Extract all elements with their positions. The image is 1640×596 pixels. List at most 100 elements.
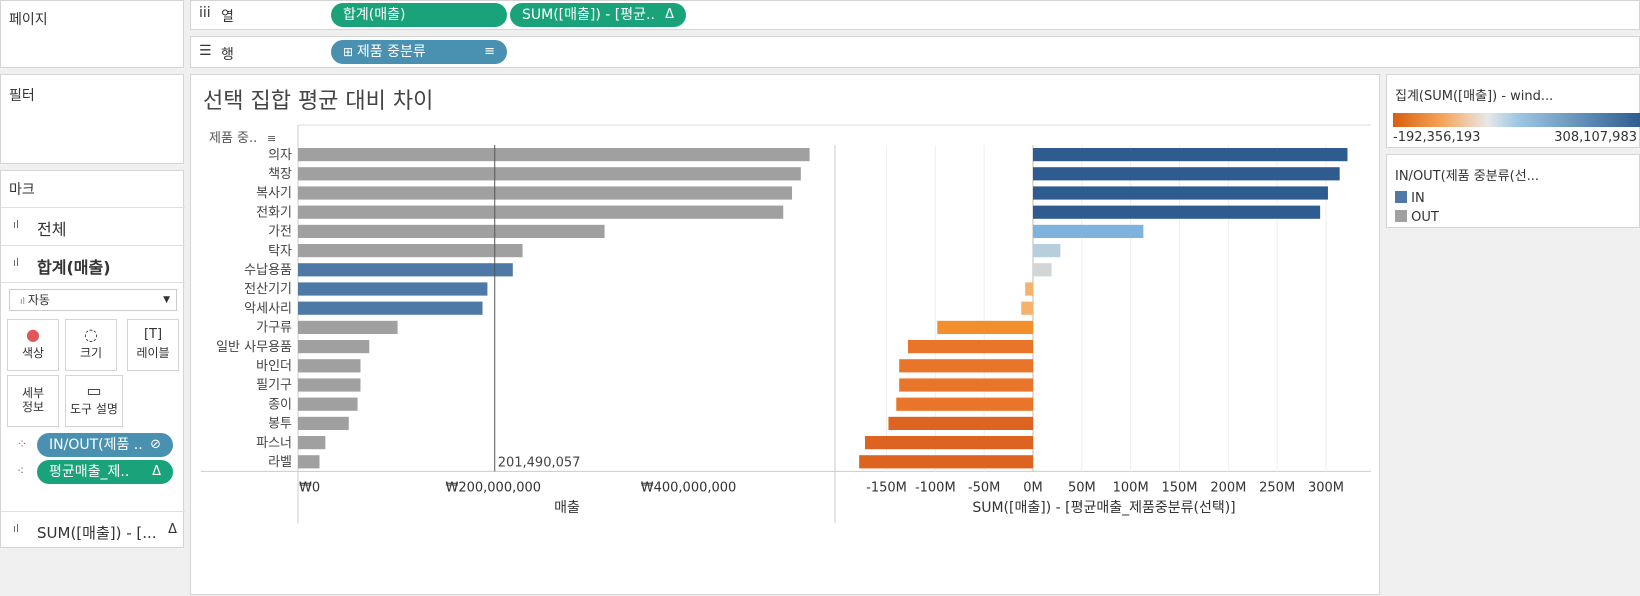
legend-label-out: OUT <box>1411 210 1439 225</box>
diff-bar <box>1033 244 1061 258</box>
legend-swatch-out <box>1395 210 1407 222</box>
category-label: 악세사리 <box>244 301 292 316</box>
color-legend-title: 집계(SUM([매출]) - wind... <box>1395 89 1554 104</box>
diff-bar <box>899 359 1033 373</box>
legend-item-in[interactable]: IN <box>1395 191 1425 206</box>
set-link-icon: ⊘ <box>150 437 161 452</box>
col-pill-sum-sales-label: 합계(매출) <box>343 7 406 23</box>
category-label: 라벨 <box>268 455 292 470</box>
diff-tick-label: 100M <box>1113 480 1149 495</box>
col-pill-diff-label: SUM([매출]) - [평균.. <box>522 7 655 23</box>
chevron-down-icon: ▼ <box>163 295 170 305</box>
marks-all-label: 전체 <box>37 220 67 239</box>
diff-bar <box>1033 167 1340 181</box>
marks-diff-tab[interactable]: ıl SUM([매출]) - [... Δ <box>1 511 185 549</box>
row-pill-subcategory[interactable]: ⊞ 제품 중분류 ≡ <box>331 40 507 64</box>
marks-pill-avg[interactable]: 평균매출_제.. Δ <box>37 460 173 484</box>
diff-tick-label: 50M <box>1068 480 1096 495</box>
tooltip-button-label: 도구 설명 <box>70 402 118 416</box>
detail-button[interactable]: 세부 정보 <box>7 375 59 427</box>
bar-icon: ıl <box>13 522 20 535</box>
bar-icon: ıl <box>13 218 20 231</box>
col-pill-sum-sales[interactable]: 합계(매출) <box>331 3 507 27</box>
reference-line-label: 201,490,057 <box>498 455 581 470</box>
mark-type-dropdown[interactable]: ıl 자동 ▼ <box>9 289 177 311</box>
columns-shelf[interactable]: iii 열 합계(매출) SUM([매출]) - [평균.. Δ <box>190 0 1640 30</box>
marks-sum-tab[interactable]: ıl 합계(매출) <box>1 245 185 283</box>
legend-item-out[interactable]: OUT <box>1395 210 1439 225</box>
diff-tick-label: 250M <box>1259 480 1295 495</box>
view-panel: 선택 집합 평균 대비 차이 제품 중.. ≡ -150M -100M -50M 0M… <box>190 74 1380 595</box>
bar-icon: ıl <box>20 297 28 307</box>
color-legend-min: -192,356,193 <box>1393 130 1481 145</box>
legend-label-in: IN <box>1411 191 1425 206</box>
size-icon: ◌ <box>84 325 98 344</box>
color-button-label: 색상 <box>21 346 45 360</box>
category-label: 일반 사무용품 <box>216 340 292 355</box>
diff-bar <box>865 436 1033 450</box>
diff-bar <box>1025 282 1033 296</box>
category-label: 가전 <box>268 225 292 240</box>
sales-bar <box>298 301 483 315</box>
delta-icon: Δ <box>665 7 674 22</box>
marks-all-tab[interactable]: ıl 전체 <box>1 207 185 245</box>
inout-legend[interactable]: IN/OUT(제품 중분류(선... IN OUT <box>1386 154 1640 228</box>
color-gradient-bar <box>1393 113 1640 127</box>
marks-sum-label: 합계(매출) <box>37 258 111 277</box>
diff-bar <box>907 340 1033 354</box>
rows-shelf[interactable]: ☰ 행 ⊞ 제품 중분류 ≡ <box>190 36 1640 68</box>
size-button[interactable]: ◌ 크기 <box>65 319 117 371</box>
detail-dots-icon: ⁖ <box>17 464 25 478</box>
marks-pill-inout[interactable]: IN/OUT(제품 .. ⊘ <box>37 433 173 457</box>
set-icon: ⊞ <box>343 45 357 59</box>
mark-type-label: 자동 <box>27 293 50 307</box>
chart-title: 선택 집합 평균 대비 차이 <box>203 89 433 114</box>
row-header: 제품 중.. <box>209 131 257 146</box>
category-label: 봉투 <box>268 417 292 432</box>
sales-bar <box>298 455 320 469</box>
label-button[interactable]: [T] 레이블 <box>127 319 179 371</box>
sales-bar <box>298 186 793 200</box>
diff-tick-label: 150M <box>1161 480 1197 495</box>
diff-bar <box>937 320 1033 334</box>
marks-panel: 마크 ıl 전체 ıl 합계(매출) ıl 자동 ▼ ● 색상 ◌ 크기 [T]… <box>0 170 185 549</box>
marks-label: 마크 <box>9 182 35 198</box>
delta-icon: Δ <box>152 464 161 479</box>
tooltip-button[interactable]: ▭ 도구 설명 <box>65 375 123 427</box>
category-label: 파스너 <box>256 436 292 451</box>
sales-axis-title: 매출 <box>554 500 580 516</box>
category-label: 전화기 <box>256 205 292 220</box>
diff-bar <box>859 455 1033 469</box>
diff-bar <box>1033 205 1321 219</box>
category-label: 책장 <box>268 167 292 182</box>
diff-axis-title: SUM([매출]) - [평균매출_제품중분류(선택)] <box>972 500 1235 516</box>
text-icon: [T] <box>143 327 163 342</box>
filters-panel: 필터 <box>0 74 184 164</box>
diff-bar <box>1033 186 1328 200</box>
category-label: 필기구 <box>256 378 292 393</box>
marks-pill-inout-label: IN/OUT(제품 .. <box>49 437 143 453</box>
sales-bar <box>298 359 361 373</box>
category-label: 복사기 <box>256 186 292 201</box>
color-legend[interactable]: 집계(SUM([매출]) - wind... -192,356,193 308,… <box>1386 74 1640 148</box>
columns-label: 열 <box>221 9 234 25</box>
diff-tick-label: 200M <box>1210 480 1246 495</box>
category-label: 바인더 <box>256 359 292 374</box>
sales-tick-label: ₩200,000,000 <box>445 480 541 495</box>
detail-button-label: 세부 정보 <box>21 386 45 414</box>
diff-bar <box>888 416 1033 430</box>
color-button[interactable]: ● 색상 <box>7 319 59 371</box>
category-label: 전산기기 <box>244 282 292 297</box>
filters-label: 필터 <box>9 88 35 104</box>
category-label: 수납용품 <box>244 263 292 278</box>
sales-bar <box>298 205 784 219</box>
category-label: 의자 <box>268 148 292 163</box>
diff-tick-label: 0M <box>1023 480 1043 495</box>
legend-swatch-in <box>1395 191 1407 203</box>
col-pill-diff[interactable]: SUM([매출]) - [평균.. Δ <box>510 3 686 27</box>
columns-icon: iii <box>199 5 211 21</box>
sales-tick-label: ₩400,000,000 <box>641 480 737 495</box>
category-label: 종이 <box>268 397 292 412</box>
bar-icon: ıl <box>13 256 20 269</box>
sales-bar <box>298 263 513 277</box>
